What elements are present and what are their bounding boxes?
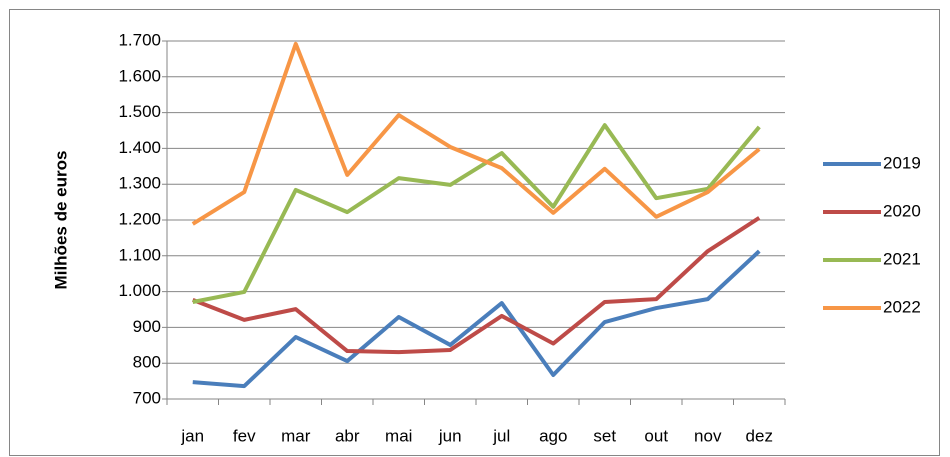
x-tick-label: jun [438, 426, 462, 445]
y-tick-label: 1.400 [118, 138, 161, 157]
y-tick-label: 1.200 [118, 209, 161, 228]
y-tick-label: 1.300 [118, 174, 161, 193]
y-tick-label: 1.000 [118, 281, 161, 300]
y-tick-label: 1.100 [118, 245, 161, 264]
series-line [191, 41, 761, 226]
y-tick-label: 1.500 [118, 102, 161, 121]
legend-label: 2020 [883, 201, 921, 220]
y-axis-label: Milhões de euros [51, 151, 70, 290]
chart-frame [9, 9, 940, 456]
x-tick-label: jan [180, 426, 204, 445]
series-line [192, 123, 761, 304]
x-tick-label: mai [385, 426, 412, 445]
y-tick-label: 1.700 [118, 30, 161, 49]
x-tick-label: jul [492, 426, 510, 445]
x-tick-label: set [593, 426, 616, 445]
legend-label: 2022 [883, 297, 921, 316]
y-tick-label: 900 [133, 317, 161, 336]
y-tick-label: 1.600 [118, 66, 161, 85]
y-tick-label: 700 [133, 388, 161, 407]
x-tick-label: fev [233, 426, 256, 445]
series-line [192, 249, 761, 389]
x-tick-label: abr [335, 426, 360, 445]
x-tick-label: out [644, 426, 668, 445]
legend-label: 2021 [883, 249, 921, 268]
x-tick-label: mar [281, 426, 311, 445]
legend-label: 2019 [883, 153, 921, 172]
x-tick-label: dez [746, 426, 773, 445]
y-tick-label: 800 [133, 353, 161, 372]
x-tick-label: ago [539, 426, 567, 445]
series-line [192, 216, 761, 355]
x-tick-label: nov [694, 426, 722, 445]
